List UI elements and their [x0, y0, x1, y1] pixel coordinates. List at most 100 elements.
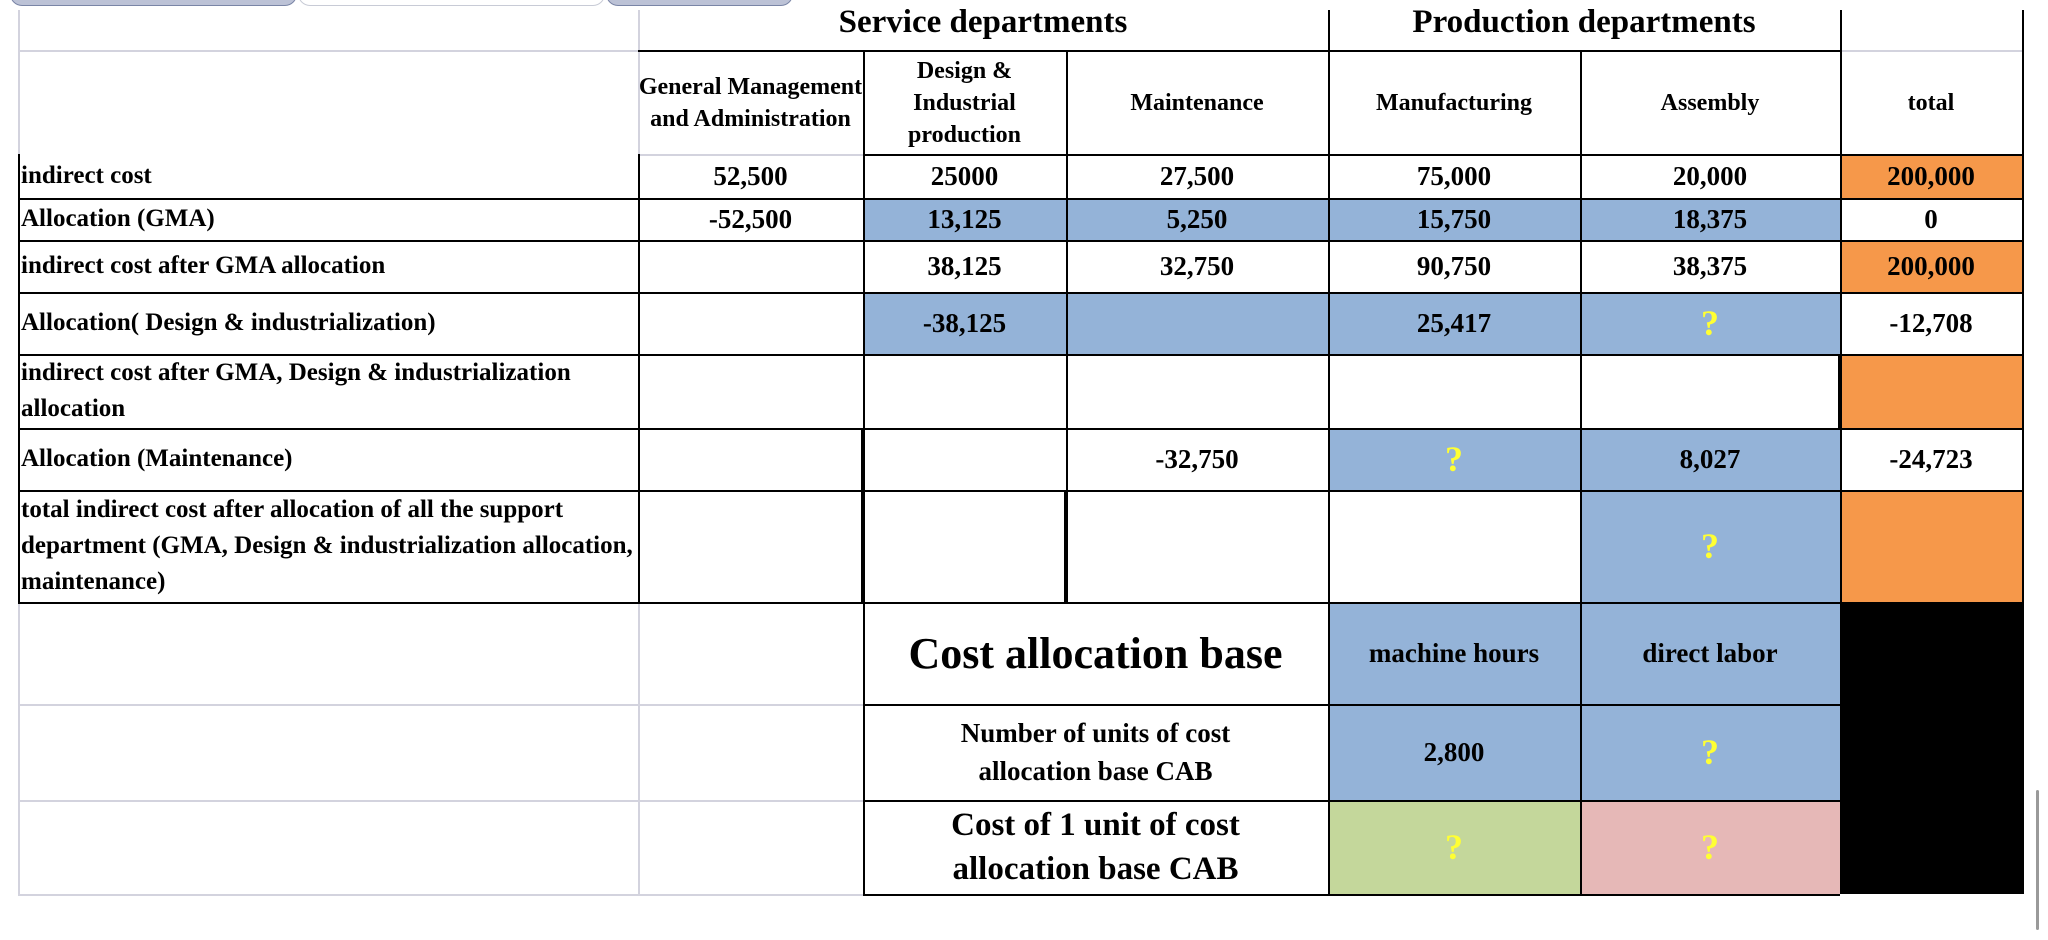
cab-cost-assembly-unknown[interactable]: ? [1580, 800, 1840, 894]
cell-assembly-unknown[interactable]: ? [1580, 292, 1840, 354]
gridline [18, 50, 638, 52]
cell-total[interactable]: 200,000 [1840, 154, 2022, 198]
cell-total[interactable]: -24,723 [1889, 443, 1973, 474]
gridline [638, 10, 640, 154]
gridline [863, 50, 865, 454]
cell-design[interactable] [863, 354, 1066, 428]
cab-units-assembly-unknown[interactable]: ? [1580, 704, 1840, 800]
gridline [18, 490, 2022, 492]
gridline [1840, 50, 2022, 52]
gridline [1064, 490, 1068, 602]
gridline [18, 240, 2022, 242]
cell-manufacturing[interactable] [1328, 354, 1580, 428]
gridline [638, 50, 1840, 52]
col-header-assembly: Assembly [1660, 90, 1760, 116]
cell-total[interactable]: -12,708 [1889, 307, 1973, 338]
gridline [18, 154, 20, 602]
gridline [18, 894, 863, 896]
service-departments-header: Service departments [838, 3, 1128, 40]
cell-assembly[interactable]: 20,000 [1672, 160, 1748, 191]
vertical-scrollbar[interactable] [2036, 790, 2039, 930]
cell-maintenance[interactable] [1066, 354, 1328, 428]
cell-assembly[interactable]: 8,027 [1580, 428, 1840, 490]
gridline [861, 428, 865, 602]
cab-title: Cost allocation base [908, 628, 1283, 678]
gridline [18, 292, 2022, 294]
col-header-maintenance: Maintenance [1130, 90, 1264, 116]
cab-cost-label: Cost of 1 unit of cost allocation base C… [951, 807, 1240, 887]
cell-gma[interactable] [638, 240, 863, 292]
cell-maintenance[interactable]: 27,500 [1159, 160, 1235, 191]
row-label-total-indirect[interactable]: total indirect cost after allocation of … [21, 496, 633, 595]
cab-units-label: Number of units of cost allocation base … [960, 718, 1231, 786]
sheet-tab-active[interactable] [298, 0, 605, 6]
gridline [18, 704, 863, 706]
cell-assembly[interactable]: 18,375 [1580, 198, 1840, 240]
cell-total[interactable]: 0 [1924, 203, 1938, 234]
sheet-tabs [0, 0, 800, 8]
gridline [638, 154, 863, 156]
cell-maintenance[interactable] [1066, 490, 1328, 602]
sheet-tab[interactable] [10, 0, 297, 6]
cell-maintenance[interactable]: -32,750 [1155, 443, 1239, 474]
cell-total[interactable] [1840, 354, 2022, 428]
cell-total[interactable]: 200,000 [1840, 240, 2022, 292]
cell-design[interactable]: -38,125 [863, 292, 1066, 354]
cell-design[interactable]: 25000 [930, 160, 999, 191]
row-label-after-gma[interactable]: indirect cost after GMA allocation [21, 252, 386, 279]
gridline [1840, 10, 1842, 894]
cell-design[interactable] [863, 428, 1066, 490]
cell-manufacturing[interactable]: 15,750 [1328, 198, 1580, 240]
gridline [1838, 354, 1842, 428]
cell-gma[interactable] [638, 292, 863, 354]
gridline [1580, 50, 1582, 894]
gridline [863, 894, 1840, 896]
cell-maintenance[interactable]: 5,250 [1066, 198, 1328, 240]
gridline [18, 602, 2022, 604]
gridline [1328, 10, 1330, 894]
gridline [638, 154, 640, 602]
cab-cost-manufacturing-unknown[interactable]: ? [1328, 800, 1580, 894]
cell-assembly[interactable]: 38,375 [1672, 250, 1748, 281]
row-label-allocation-maintenance[interactable]: Allocation (Maintenance) [21, 445, 293, 472]
row-label-after-gma-design[interactable]: indirect cost after GMA, Design & indust… [21, 359, 571, 422]
col-header-design: Design & Industrial production [908, 58, 1021, 148]
gridline [863, 154, 2022, 156]
gridline [18, 354, 2022, 356]
gridline [863, 704, 1840, 706]
cell-total[interactable] [1840, 490, 2022, 602]
cell-gma[interactable]: -52,500 [708, 203, 793, 234]
cell-manufacturing[interactable]: 75,000 [1416, 160, 1492, 191]
row-label-allocation-design[interactable]: Allocation( Design & industrialization) [21, 309, 436, 336]
cell-manufacturing-unknown[interactable]: ? [1328, 428, 1580, 490]
gridline [18, 800, 863, 802]
cell-manufacturing[interactable]: 90,750 [1416, 250, 1492, 281]
cell-gma[interactable] [638, 428, 863, 490]
col-header-total: total [1907, 90, 1955, 116]
cell-design[interactable]: 38,125 [927, 250, 1002, 281]
gridline [863, 602, 865, 894]
gridline [863, 800, 1840, 802]
cell-maintenance[interactable]: 32,750 [1159, 250, 1235, 281]
cell-manufacturing[interactable] [1328, 490, 1580, 602]
gridline [638, 602, 640, 894]
gridline [18, 428, 2022, 430]
cell-assembly[interactable] [1580, 354, 1840, 428]
row-label-indirect-cost[interactable]: indirect cost [21, 162, 152, 189]
gridline [1066, 50, 1068, 490]
cell-design[interactable]: 13,125 [863, 198, 1066, 240]
cell-assembly-unknown[interactable]: ? [1580, 490, 1840, 602]
cab-assembly-base[interactable]: direct labor [1580, 602, 1840, 704]
gridline [2022, 10, 2024, 894]
cell-manufacturing[interactable]: 25,417 [1328, 292, 1580, 354]
cab-units-manufacturing[interactable]: 2,800 [1328, 704, 1580, 800]
cell-gma[interactable] [638, 490, 863, 602]
cell-maintenance[interactable] [1066, 292, 1328, 354]
cell-gma[interactable]: 52,500 [713, 160, 788, 191]
cab-manufacturing-base[interactable]: machine hours [1328, 602, 1580, 704]
cell-gma[interactable] [638, 354, 863, 428]
col-header-manufacturing: Manufacturing [1376, 90, 1532, 116]
row-label-allocation-gma[interactable]: Allocation (GMA) [21, 205, 215, 232]
cell-design[interactable] [863, 490, 1066, 602]
col-header-gma: General Management and Administration [638, 74, 863, 132]
